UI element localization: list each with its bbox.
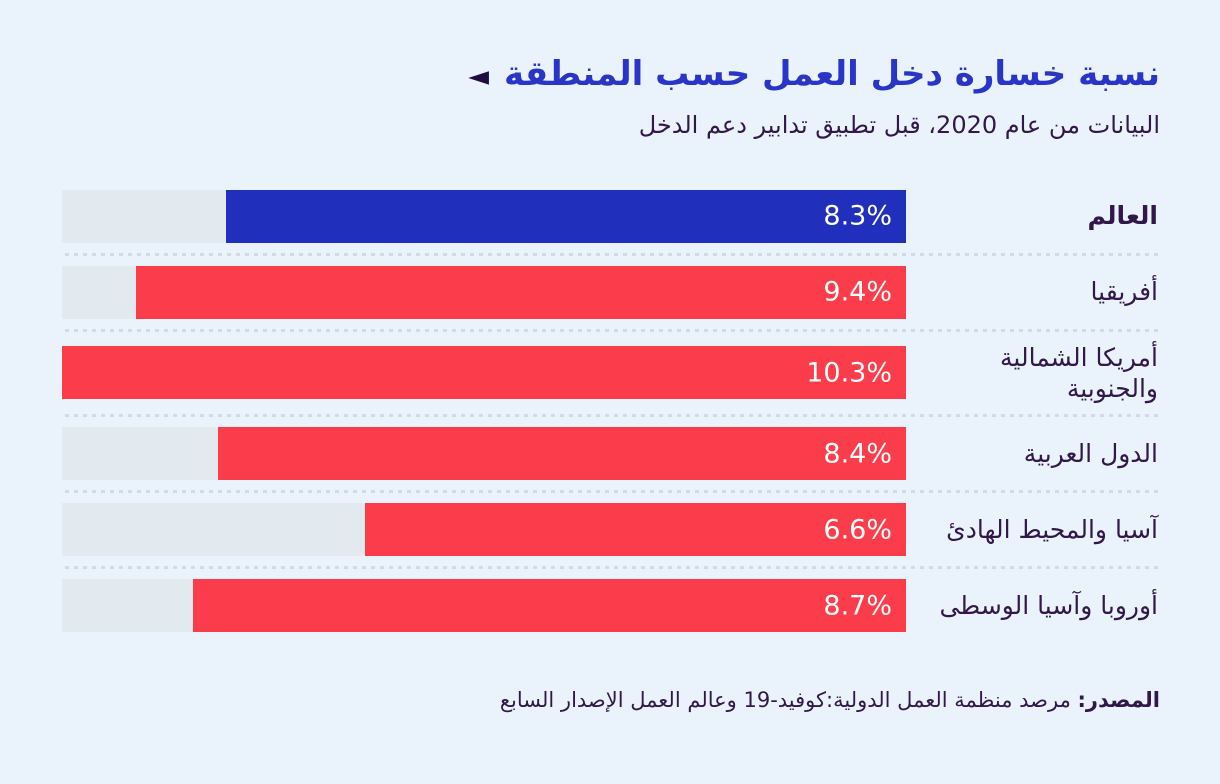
bar-segment: 10.3% — [62, 346, 906, 400]
bar-track: 10.3% — [62, 346, 906, 400]
page-title: نسبة خسارة دخل العمل حسب المنطقة ◄ — [60, 52, 1160, 96]
row-label: آسيا والمحيط الهادئ — [946, 514, 1158, 544]
row-label: الدول العربية — [1023, 438, 1158, 468]
bar-segment: 9.4% — [135, 265, 906, 319]
row-label: أمريكا الشمالية والجنوبية — [1000, 342, 1158, 403]
bar-segment: 8.3% — [225, 189, 906, 243]
bar-track: 6.6% — [62, 503, 906, 557]
left-pointer-icon: ◄ — [468, 60, 489, 92]
bar-segment: 8.4% — [217, 427, 906, 481]
row-label: أوروبا وآسيا الوسطى — [939, 590, 1158, 620]
chart-row: الدول العربية 8.4% — [62, 427, 1158, 481]
chart-row: أوروبا وآسيا الوسطى 8.7% — [62, 579, 1158, 633]
bar-value-label: 8.4% — [823, 438, 892, 470]
bar-value-label: 8.7% — [823, 590, 892, 622]
source-label: المصدر: — [1077, 688, 1160, 713]
chart-row: آسيا والمحيط الهادئ 6.6% — [62, 503, 1158, 557]
bar-track: 9.4% — [62, 265, 906, 319]
header: نسبة خسارة دخل العمل حسب المنطقة ◄ البيا… — [0, 0, 1220, 142]
bar-track: 8.4% — [62, 427, 906, 481]
bar-segment: 8.7% — [193, 579, 906, 633]
bar-value-label: 10.3% — [806, 357, 892, 389]
row-label: أفريقيا — [1090, 277, 1158, 307]
dotted-separator — [62, 252, 1158, 256]
source-note: المصدر: مرصد منظمة العمل الدولية:كوفيد-1… — [60, 686, 1160, 715]
source-text: مرصد منظمة العمل الدولية:كوفيد-19 وعالم … — [499, 688, 1071, 713]
bar-value-label: 6.6% — [823, 514, 892, 546]
chart-row: أفريقيا 9.4% — [62, 265, 1158, 319]
bar-value-label: 9.4% — [823, 276, 892, 308]
chart-subtitle: البيانات من عام 2020، قبل تطبيق تدابير د… — [638, 111, 1160, 140]
dotted-separator — [62, 414, 1158, 418]
bar-value-label: 8.3% — [823, 200, 892, 232]
dotted-separator — [62, 490, 1158, 494]
dotted-separator — [62, 566, 1158, 570]
dotted-separator — [62, 328, 1158, 332]
bar-track: 8.3% — [62, 189, 906, 243]
row-label: العالم — [1087, 201, 1158, 231]
bar-track: 8.7% — [62, 579, 906, 633]
bar-segment: 6.6% — [365, 503, 906, 557]
page-title-text: نسبة خسارة دخل العمل حسب المنطقة — [503, 54, 1160, 94]
chart-row: أمريكا الشمالية والجنوبية 10.3% — [62, 342, 1158, 405]
bar-chart: العالم 8.3% أفريقيا 9.4% أمريكا الشمالية وال… — [62, 189, 1158, 633]
chart-row: العالم 8.3% — [62, 189, 1158, 243]
